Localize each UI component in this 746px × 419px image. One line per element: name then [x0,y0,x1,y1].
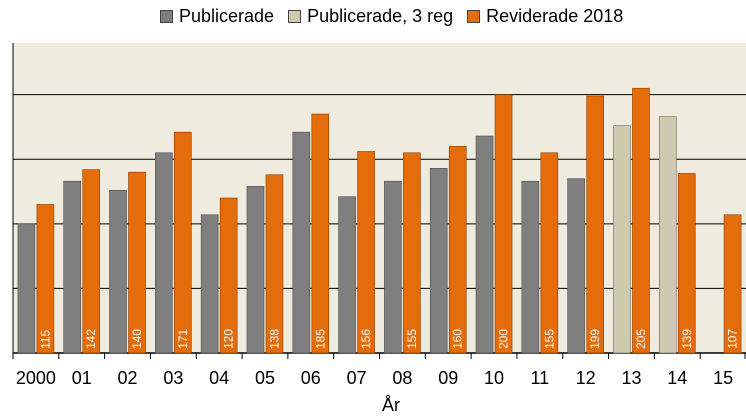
data-label: 200 [497,329,511,349]
legend-label: Publicerade [179,6,275,26]
x-tick-label: 09 [438,368,458,388]
x-tick-label: 04 [209,368,229,388]
bar-publicerade [246,186,265,354]
x-tick-label: 06 [301,368,321,388]
x-axis-title: År [382,395,400,415]
bar-publicerade [109,189,127,354]
bar-reviderade-2018 [586,95,604,354]
x-tick-label: 11 [531,368,550,388]
x-tick-label: 07 [347,368,367,388]
data-label: 140 [130,329,144,349]
legend-label: Reviderade 2018 [486,6,624,26]
legend-item: Reviderade 2018 [467,6,623,27]
legend-label: Publicerade, 3 reg [307,6,454,26]
x-tick-label: 10 [484,368,504,388]
data-label: 185 [313,329,327,349]
x-tick-label: 2000 [16,368,56,388]
bar-reviderade-2018 [36,204,55,354]
data-label: 138 [267,329,281,349]
x-tick-label: 15 [713,368,733,388]
data-label: 160 [451,329,465,349]
bar-reviderade-2018 [128,171,146,354]
data-label: 139 [680,329,694,349]
data-label: 120 [222,329,236,349]
x-tick-label: 13 [621,368,641,388]
bar-publicerade [567,178,585,354]
legend-item: Publicerade, 3 reg [288,6,453,27]
x-tick-label: 02 [118,368,138,388]
bar-publicerade [155,152,173,354]
bar-reviderade-2018 [494,94,513,354]
bar-publicerade [429,167,448,354]
bar-reviderade-2018 [632,87,650,354]
data-label: 156 [359,329,373,349]
data-label: 155 [405,329,419,349]
data-label: 142 [84,329,98,349]
x-tick-label: 03 [163,368,183,388]
bar-reviderade-2018 [677,173,696,354]
bar-reviderade-2018 [723,214,742,354]
legend-swatch [160,10,173,23]
x-tick-label: 08 [392,368,412,388]
x-tick-label: 05 [255,368,275,388]
bar-reviderade-2018 [540,152,559,354]
legend: Publicerade Publicerade, 3 reg Reviderade … [160,6,637,27]
legend-swatch [467,10,481,23]
bar-publicerade [17,223,36,354]
x-tick-label: 01 [72,368,92,388]
bar-reviderade-2018 [448,146,467,354]
bar-reviderade-2018 [403,152,421,354]
bar-publicerade-3-reg [658,116,677,354]
x-tick-label: 14 [667,368,687,388]
bar-publicerade [338,196,356,354]
x-tick-label: 12 [576,368,596,388]
bar-publicerade [63,180,82,354]
bar-reviderade-2018 [265,174,284,354]
bar-reviderade-2018 [174,131,192,354]
legend-swatch [288,10,302,23]
bar-publicerade [384,180,402,354]
legend-item: Publicerade [160,6,274,27]
bar-publicerade [475,135,494,354]
bar-publicerade [292,131,311,354]
bar-publicerade-3-reg [613,125,631,354]
bar-publicerade [200,214,219,354]
bar-reviderade-2018 [357,151,375,354]
data-label: 199 [588,329,602,349]
bar-reviderade-2018 [311,113,330,354]
data-label: 205 [634,329,648,349]
data-label: 107 [726,329,740,349]
bar-reviderade-2018 [219,197,238,354]
bar-publicerade [521,180,540,354]
data-label: 115 [38,330,52,349]
data-label: 155 [542,329,556,349]
bar-reviderade-2018 [82,169,101,354]
data-label: 171 [176,329,190,349]
